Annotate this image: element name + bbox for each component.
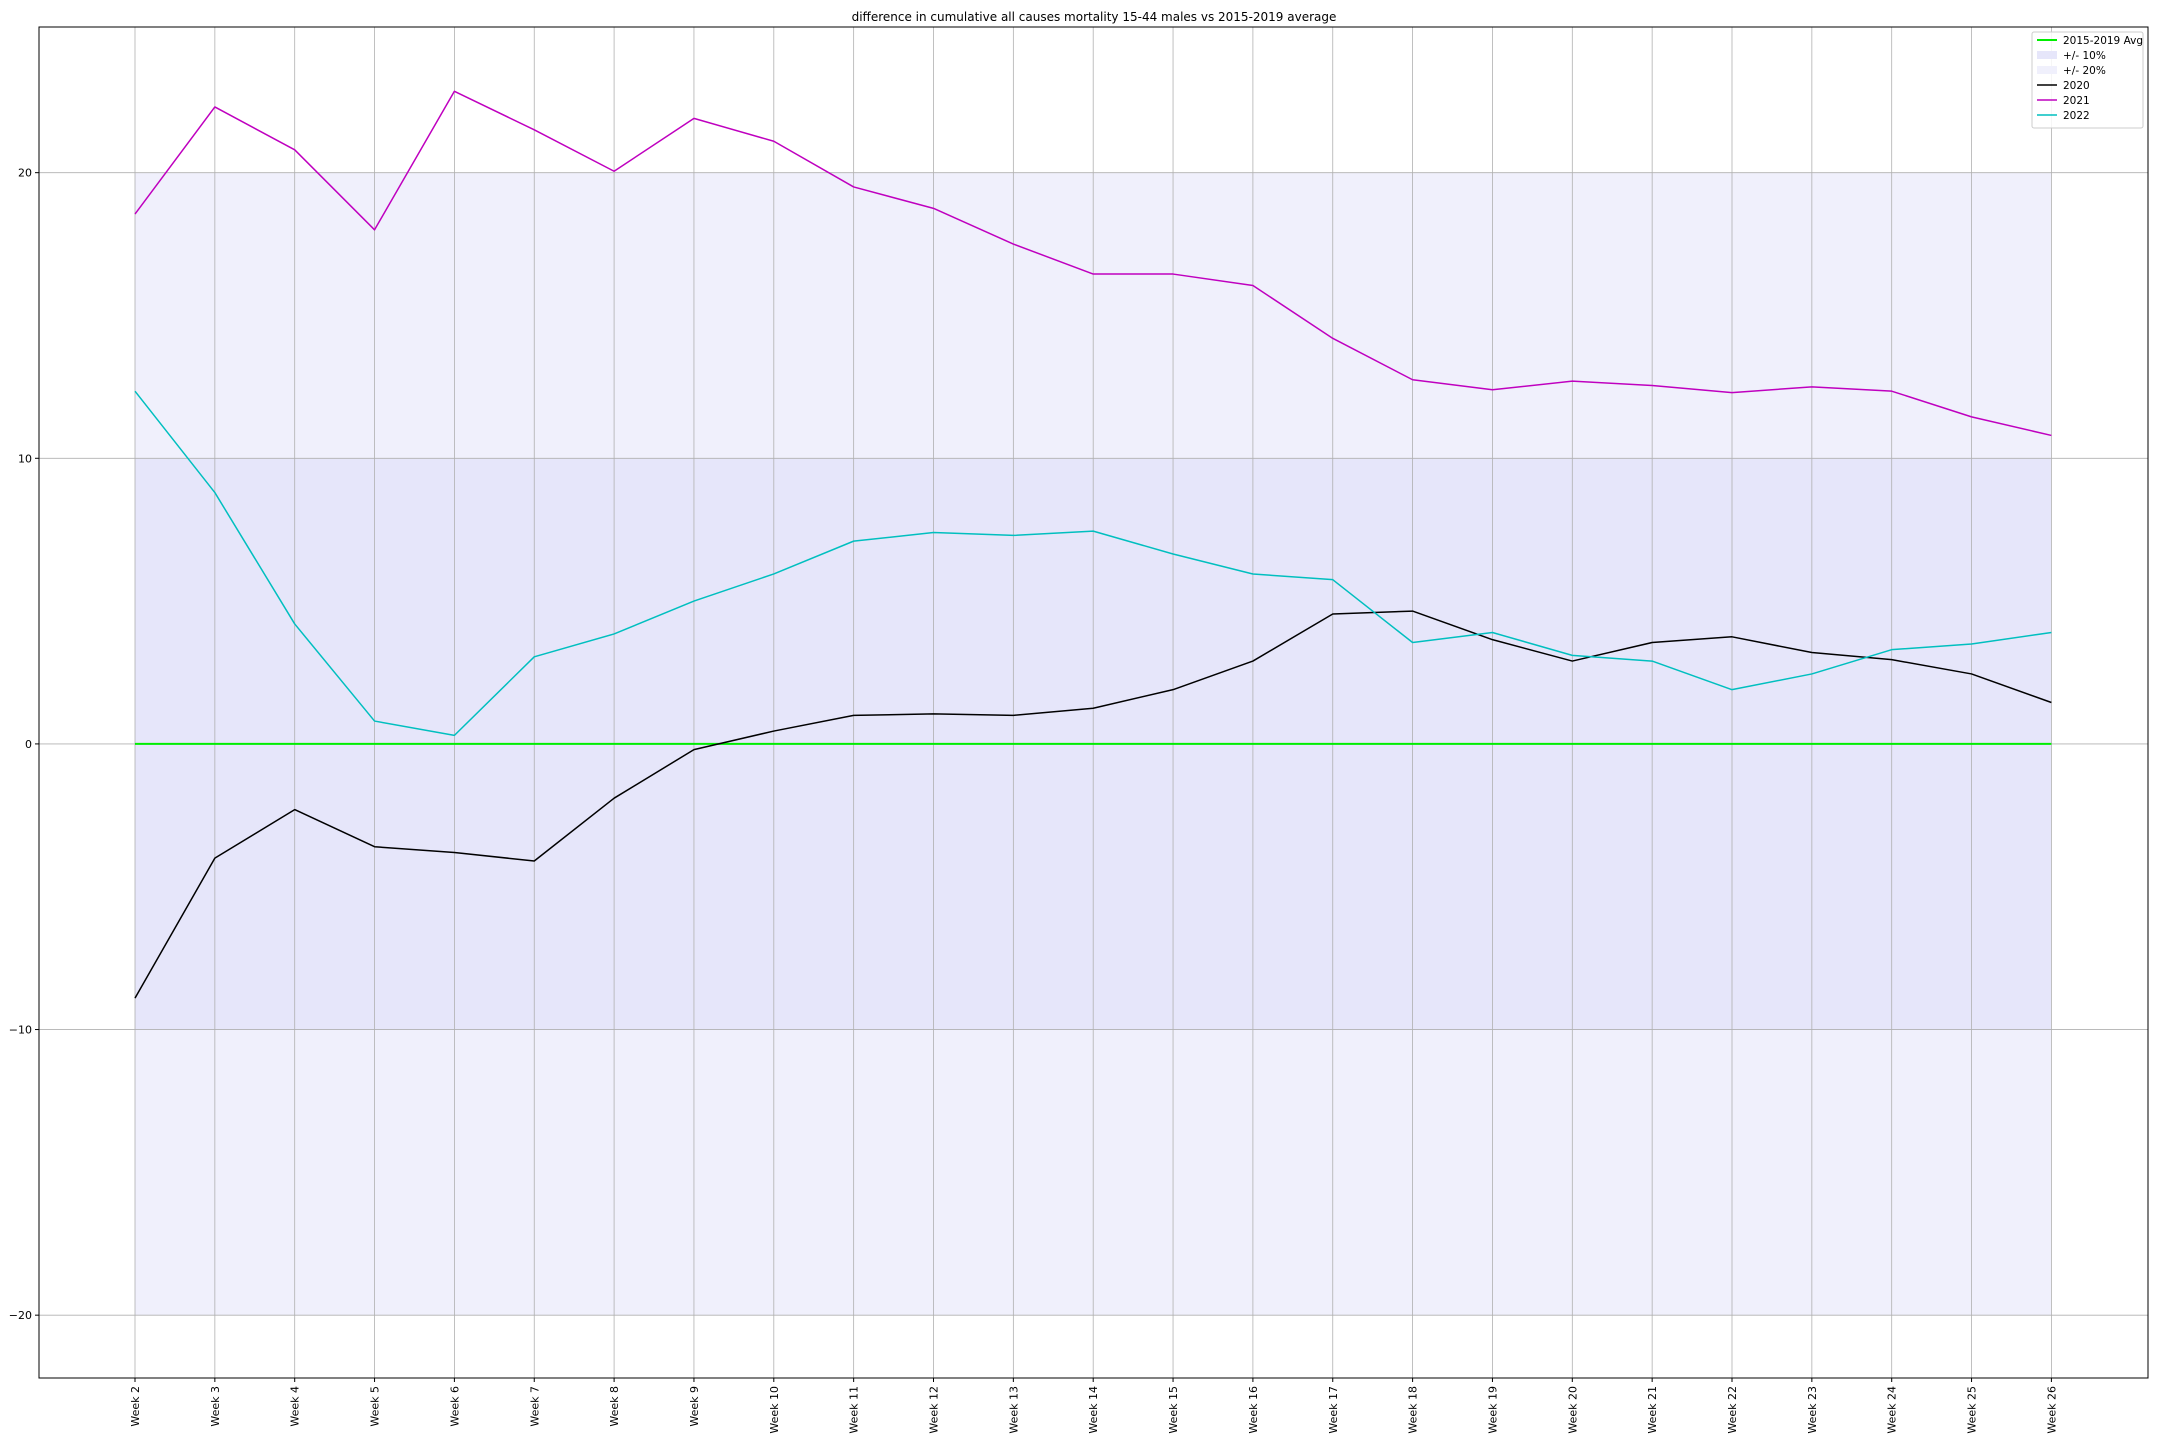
x-tick-label: Week 25 <box>1966 1386 1979 1434</box>
legend-swatch-+/- 10% <box>2037 51 2057 59</box>
x-tick-label: Week 18 <box>1407 1386 1420 1434</box>
x-tick-label: Week 26 <box>2045 1386 2058 1434</box>
legend-label-+/- 20%: +/- 20% <box>2063 65 2106 77</box>
y-tick-label: −20 <box>9 1309 32 1322</box>
x-tick-label: Week 11 <box>848 1386 861 1434</box>
legend-label-+/- 10%: +/- 10% <box>2063 50 2106 62</box>
series-lines <box>134 90 2052 999</box>
x-tick-label: Week 15 <box>1167 1386 1180 1434</box>
x-tick-label: Week 14 <box>1087 1386 1100 1434</box>
legend-box <box>2031 31 2144 129</box>
series-line-2020 <box>134 610 2052 999</box>
x-tick-label: Week 21 <box>1646 1386 1659 1434</box>
x-tick-label: Week 24 <box>1886 1386 1899 1434</box>
x-tick-label: Week 16 <box>1247 1386 1260 1434</box>
legend-swatch-+/- 20% <box>2037 66 2057 74</box>
x-tick-label: Week 13 <box>1007 1386 1020 1434</box>
x-tick-label: Week 22 <box>1726 1386 1739 1434</box>
x-tick-label: Week 2 <box>129 1386 142 1427</box>
legend-label-2020: 2020 <box>2063 80 2090 92</box>
x-tick-label: Week 6 <box>448 1386 461 1427</box>
x-tick-label: Week 20 <box>1566 1386 1579 1434</box>
y-axis: −20 −10 0 10 20 <box>9 167 39 1322</box>
y-tick-label: 0 <box>25 738 32 751</box>
x-axis: Week 2 Week 3 Week 4 Week 5 Week 6 Week 7 Week… <box>129 1378 2058 1434</box>
x-tick-label: Week 4 <box>289 1386 302 1427</box>
legend-label-2021: 2021 <box>2063 95 2090 107</box>
x-tick-label: Week 10 <box>768 1386 781 1434</box>
y-tick-label: 10 <box>18 452 32 465</box>
y-tick-label: −10 <box>9 1024 32 1037</box>
y-tick-label: 20 <box>18 167 32 180</box>
x-tick-label: Week 9 <box>688 1386 701 1427</box>
x-tick-label: Week 17 <box>1327 1386 1340 1434</box>
x-tick-label: Week 12 <box>928 1386 941 1434</box>
x-tick-label: Week 23 <box>1806 1386 1819 1434</box>
legend-label-2015-2019 Avg: 2015-2019 Avg <box>2063 35 2143 47</box>
x-tick-label: Week 8 <box>608 1386 621 1427</box>
x-tick-label: Week 5 <box>369 1386 382 1427</box>
x-tick-label: Week 19 <box>1486 1386 1499 1434</box>
series-line-2021 <box>134 90 2052 437</box>
chart-title: difference in cumulative all causes mort… <box>852 10 1337 24</box>
legend: 2015-2019 Avg +/- 10% +/- 20% 2020 2021 2022 <box>2031 31 2144 129</box>
legend-label-2022: 2022 <box>2063 110 2090 122</box>
x-tick-label: Week 7 <box>528 1386 541 1427</box>
x-tick-label: Week 3 <box>209 1386 222 1427</box>
series-line-2022 <box>134 390 2052 737</box>
